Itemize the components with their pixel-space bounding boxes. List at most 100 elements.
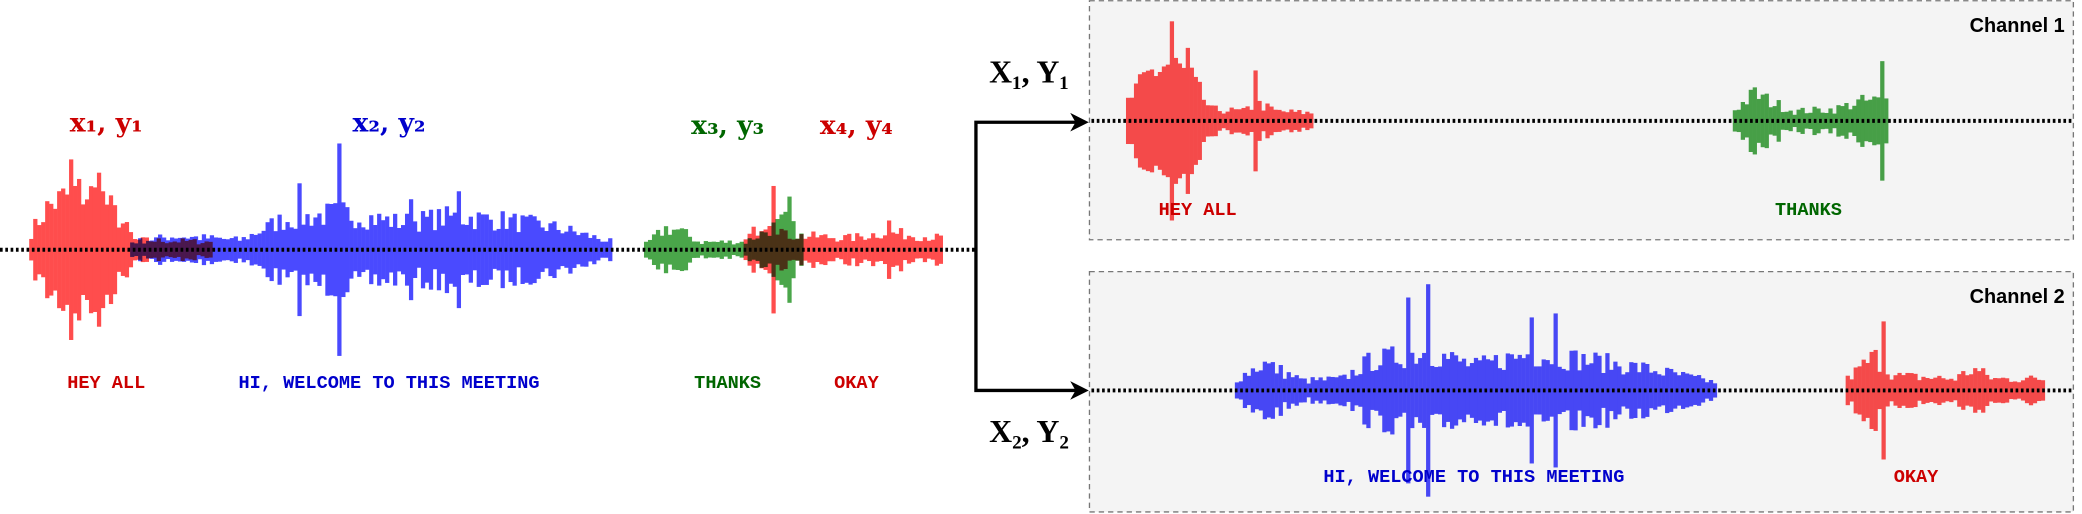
waveform-bar <box>1274 373 1279 408</box>
waveform-bar <box>241 237 246 263</box>
waveform-bar <box>675 229 681 270</box>
waveform-bar <box>1262 361 1267 420</box>
waveform-bar <box>815 237 820 262</box>
waveform-bar <box>803 238 808 261</box>
waveform-bar <box>1609 369 1614 412</box>
waveform-bar <box>1645 363 1650 417</box>
waveform-bar <box>1305 111 1310 131</box>
waveform-bar <box>245 239 250 261</box>
waveform-bar <box>1692 375 1698 405</box>
waveform-bar <box>1342 374 1347 407</box>
waveform-bar <box>1884 98 1889 144</box>
waveform-bar <box>1708 379 1714 401</box>
segment-2-transcript: HI, WELCOME TO THIS MEETING <box>239 373 540 394</box>
waveform-bar <box>1804 113 1809 129</box>
waveform-bar <box>464 224 469 275</box>
arrow-head-channel-1 <box>1070 112 1089 132</box>
waveform-bar <box>1853 367 1858 414</box>
waveform-bar <box>1905 372 1910 408</box>
waveform-bar <box>1832 113 1837 129</box>
waveform-bar <box>1141 72 1147 170</box>
waveform-bar <box>92 187 98 312</box>
waveform-bar <box>576 235 581 265</box>
waveform-bar <box>1625 372 1630 409</box>
channel-2-transcript-2: OKAY <box>1894 467 1939 488</box>
waveform-bar <box>369 215 374 285</box>
waveform-bar <box>496 228 501 271</box>
waveform-bar <box>1129 97 1135 145</box>
waveform-bar <box>898 228 904 272</box>
waveform-bar <box>580 232 585 267</box>
waveform-bar <box>1161 66 1167 176</box>
waveform-bar <box>257 233 262 266</box>
waveform-bar <box>293 228 298 271</box>
waveform-bar <box>671 229 677 270</box>
waveform-bar <box>1772 106 1777 136</box>
waveform-bar <box>1354 375 1359 406</box>
waveform-bar <box>1390 346 1395 435</box>
waveform-bar <box>1965 375 1970 406</box>
waveform-bar <box>1873 349 1878 431</box>
waveform-bar <box>719 240 724 259</box>
waveform-bar <box>1868 99 1873 143</box>
waveform-bar <box>1981 368 1986 413</box>
waveform-bar <box>1740 101 1746 140</box>
waveform-bar <box>373 224 378 275</box>
waveform-bar <box>321 224 326 275</box>
waveform-bar <box>1864 100 1869 142</box>
waveform-bar <box>213 237 219 262</box>
waveform-bar <box>1301 114 1306 128</box>
waveform-bar <box>1985 374 1990 406</box>
channel-2-transcript-1: HI, WELCOME TO THIS MEETING <box>1323 467 1624 488</box>
waveform-bar <box>1736 109 1742 133</box>
waveform-bar <box>739 241 744 258</box>
channel-2-title: Channel 2 <box>1970 286 2065 308</box>
waveform-bar <box>1857 366 1862 415</box>
waveform-bar <box>1800 107 1805 134</box>
waveform-bar <box>1561 368 1566 412</box>
waveform-bar <box>468 216 473 283</box>
channel-1-title: Channel 1 <box>1970 15 2065 37</box>
waveform-bar <box>337 143 342 356</box>
channel-2-input-label: X₂, Y₂ <box>989 414 1069 449</box>
split-arrow <box>974 120 1079 393</box>
waveform-bar <box>548 223 553 277</box>
waveform-bar <box>353 228 358 272</box>
waveform-bar <box>1386 349 1391 432</box>
waveform-bar <box>751 226 756 273</box>
arrow-head-channel-2 <box>1070 381 1089 400</box>
waveform-bar <box>1597 355 1602 426</box>
waveform-bar <box>2012 381 2018 400</box>
waveform-bar <box>1221 113 1226 129</box>
waveform-bar <box>687 236 693 263</box>
waveform-bar <box>1529 317 1534 464</box>
waveform-bar <box>1756 98 1761 143</box>
waveform-bar <box>835 241 840 258</box>
waveform-bar <box>1657 374 1662 407</box>
waveform-bar <box>1545 360 1550 421</box>
waveform-bar <box>1593 352 1598 429</box>
waveform-bar <box>404 213 410 286</box>
waveform-bar <box>564 231 569 268</box>
waveform-bar <box>1673 372 1678 409</box>
segment-2-label: x₂, y₂ <box>353 108 426 139</box>
waveform-bar <box>49 203 54 296</box>
waveform-bar <box>1406 297 1411 484</box>
waveform-bar <box>592 235 597 265</box>
waveform-bar <box>787 238 792 261</box>
waveform-bar <box>1517 354 1522 427</box>
waveform-bar <box>1253 70 1258 172</box>
waveform-bar <box>209 235 215 265</box>
waveform-bar <box>452 212 458 287</box>
waveform-bar <box>735 243 740 257</box>
waveform-bar <box>799 234 804 266</box>
waveform-bar <box>289 227 294 272</box>
waveform-bar <box>914 240 920 259</box>
waveform-bar <box>544 231 549 269</box>
waveform-bar <box>229 238 234 262</box>
waveform-bar <box>528 214 533 285</box>
waveform-bar <box>1688 374 1694 407</box>
waveform-bar <box>1889 379 1894 402</box>
waveform-bar <box>1145 70 1151 172</box>
